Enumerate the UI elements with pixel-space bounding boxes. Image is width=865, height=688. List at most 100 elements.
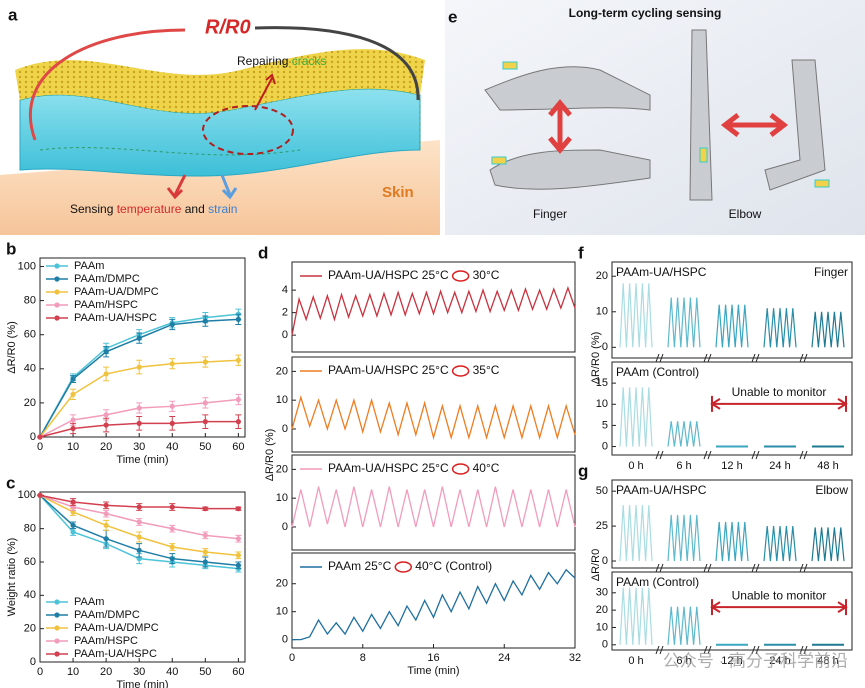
text: Repairing — [237, 54, 292, 68]
arc-black — [254, 26, 420, 101]
axis-break — [703, 353, 712, 363]
marker — [70, 529, 76, 535]
marker — [103, 511, 109, 517]
marker — [202, 359, 208, 365]
crack-circle — [202, 105, 294, 155]
marker — [235, 396, 241, 403]
y-axis-label: Weight ratio (%) — [6, 538, 18, 617]
x-tick-label: 10 — [67, 441, 79, 453]
arrow — [220, 174, 238, 200]
marker — [235, 419, 241, 425]
legend-label: PAAm/HSPC — [74, 635, 138, 647]
watermark: 公众号 · 高分子科学前沿 — [663, 651, 848, 670]
x-tick-label: 60 — [232, 441, 244, 453]
y-tick-label: 80 — [24, 295, 36, 307]
axis-break — [751, 645, 760, 655]
series-line — [291, 394, 576, 441]
marker — [70, 391, 76, 397]
marker — [136, 534, 142, 540]
text: strain — [208, 202, 237, 216]
marker — [202, 419, 208, 425]
y-axis-label: ΔR/R0 (%) — [264, 429, 276, 482]
y-tick-label: 30 — [596, 587, 608, 599]
marker — [37, 434, 43, 440]
background — [445, 0, 865, 235]
panel-letter: d — [258, 243, 268, 262]
y-tick-label: 40 — [24, 363, 36, 375]
marker — [202, 318, 208, 324]
y-tick-label: 20 — [24, 623, 36, 635]
cycle-icon — [451, 463, 470, 475]
marker — [235, 316, 241, 322]
y-tick-label: 100 — [18, 489, 36, 501]
marker — [169, 556, 175, 562]
legend-marker — [54, 276, 60, 282]
y-tick-label: 0 — [602, 555, 608, 567]
y-tick-label: 10 — [276, 606, 288, 618]
axis-break — [799, 645, 808, 655]
panel-letter: a — [8, 5, 18, 24]
skin-label: Skin — [382, 184, 414, 201]
panel-a: a R/R0 Repairing cracks Sensing temperat… — [0, 5, 440, 235]
x-tick-label: 30 — [133, 666, 145, 678]
marker — [103, 536, 109, 542]
cycle-icon — [394, 561, 413, 573]
axis-break — [751, 563, 760, 573]
legend-label: PAAm — [74, 260, 104, 272]
skin-layer — [0, 140, 440, 235]
signal — [619, 587, 653, 645]
legend-marker — [54, 638, 60, 644]
marker — [235, 536, 241, 542]
y-tick-label: 100 — [18, 260, 36, 272]
x-tick-label: 50 — [199, 666, 211, 678]
marker — [103, 371, 109, 377]
note: Unable to monitor — [732, 385, 827, 399]
legend-label: PAAm/DMPC — [74, 273, 140, 285]
y-tick-label: 60 — [24, 329, 36, 341]
x-tick-label: 48 h — [817, 460, 838, 472]
y-tick-label: 0 — [602, 341, 608, 353]
series-label: PAAm (Control) — [616, 365, 699, 379]
hand — [484, 66, 651, 111]
marker — [70, 499, 76, 505]
x-tick-label: 10 — [67, 666, 79, 678]
series-line — [291, 486, 576, 528]
series-line — [291, 285, 576, 336]
panel-title: Long-term cycling sensing — [569, 6, 722, 20]
axis-break — [655, 645, 664, 655]
text: and — [181, 202, 208, 216]
x-axis-label: Time (min) — [407, 665, 459, 677]
annotation: 40°C — [473, 461, 500, 475]
y-tick-label: 50 — [596, 485, 608, 497]
y-axis-label: ΔR/R0 (%) — [590, 332, 602, 385]
marker — [235, 562, 241, 568]
marker — [136, 420, 142, 426]
plot-frame — [611, 571, 853, 651]
marker — [169, 526, 175, 532]
series-line — [292, 568, 576, 641]
y-tick-label: 0 — [602, 639, 608, 651]
signal — [811, 527, 845, 562]
lipid-layer — [15, 49, 425, 114]
panel-letter: f — [578, 243, 584, 262]
y-tick-label: 20 — [596, 604, 608, 616]
arrow — [166, 174, 187, 200]
legend-marker — [54, 263, 60, 269]
ratio-label: R/R0 — [205, 16, 251, 38]
x-tick-label: 0 — [289, 652, 295, 664]
legend-label: PAAm-UA/DMPC — [74, 286, 159, 298]
axis-break — [655, 450, 664, 460]
legend-marker — [54, 651, 60, 657]
y-tick-label: 10 — [596, 621, 608, 633]
y-tick-label: 80 — [24, 523, 36, 535]
double-arrow — [720, 113, 789, 137]
x-tick-label: 12 h — [721, 460, 742, 472]
repair-label: Repairing cracks — [237, 54, 326, 68]
panel-letter: e — [448, 7, 457, 26]
marker — [70, 425, 76, 432]
y-tick-label: 20 — [276, 463, 288, 475]
annotation: 35°C — [473, 363, 500, 377]
x-tick-label: 0 — [37, 441, 43, 453]
axis-break — [751, 450, 760, 460]
